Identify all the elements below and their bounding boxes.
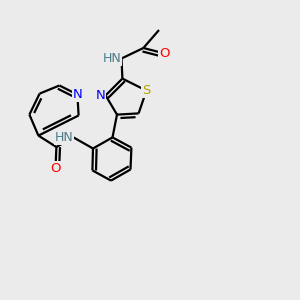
Text: O: O xyxy=(159,47,170,60)
Text: HN: HN xyxy=(103,52,122,65)
Text: N: N xyxy=(96,89,106,102)
Text: O: O xyxy=(50,162,61,175)
Text: N: N xyxy=(73,88,82,101)
Text: S: S xyxy=(142,84,151,97)
Text: HN: HN xyxy=(55,131,74,144)
